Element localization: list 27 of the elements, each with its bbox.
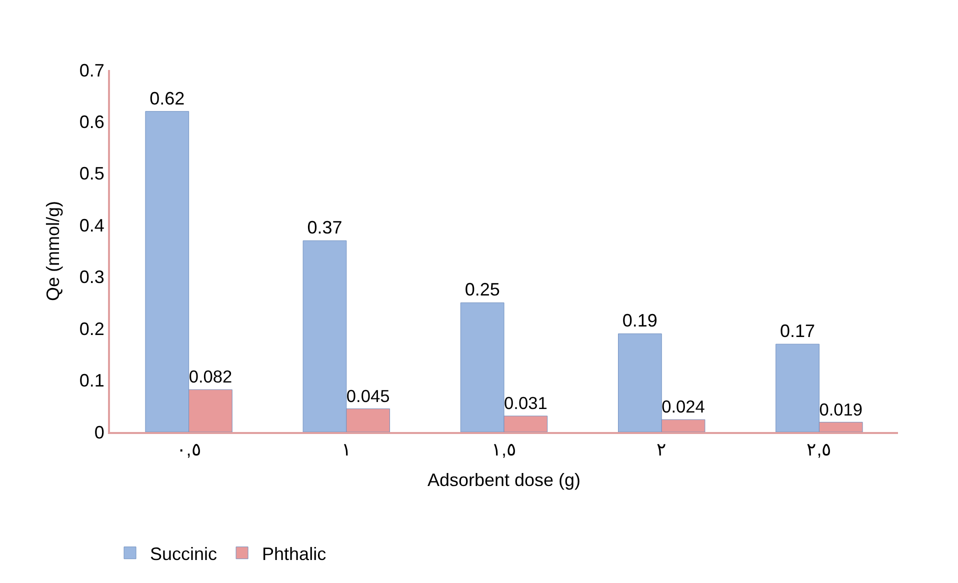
y-tick-label: 0.1 [79,370,104,391]
data-label: 0.19 [622,310,658,331]
y-tick-label: 0.4 [79,215,104,236]
data-label: 0.17 [780,321,816,342]
y-tick-label: 0 [94,422,104,442]
y-tick-label: 0.5 [79,164,104,184]
legend-label: Succinic [150,544,218,564]
data-label: 0.024 [662,396,706,417]
x-axis-title: Adsorbent dose (g) [427,470,581,490]
x-tick-label: ٢,٥ [806,440,832,460]
data-label: 0.031 [504,393,548,414]
data-label: 0.019 [819,399,863,420]
y-tick-label: 0.2 [79,318,104,339]
x-tick-label: ٠,٥ [176,440,202,460]
y-tick-label: 0.6 [79,112,104,132]
data-label: 0.082 [188,366,232,387]
x-tick-label: ٢ [656,440,667,460]
data-label: 0.25 [464,280,500,300]
y-axis-title: Qe (mmol/g) [43,200,64,302]
data-label: 0.045 [346,386,390,406]
x-tick-label: ١,٥ [491,440,517,460]
data-label: 0.37 [307,218,342,238]
y-tick-label: 0.7 [79,60,104,80]
y-tick-label: 0.3 [79,267,104,288]
legend-label: Phthalic [262,544,326,564]
data-label: 0.62 [150,88,185,108]
x-tick-label: ١ [341,440,352,460]
